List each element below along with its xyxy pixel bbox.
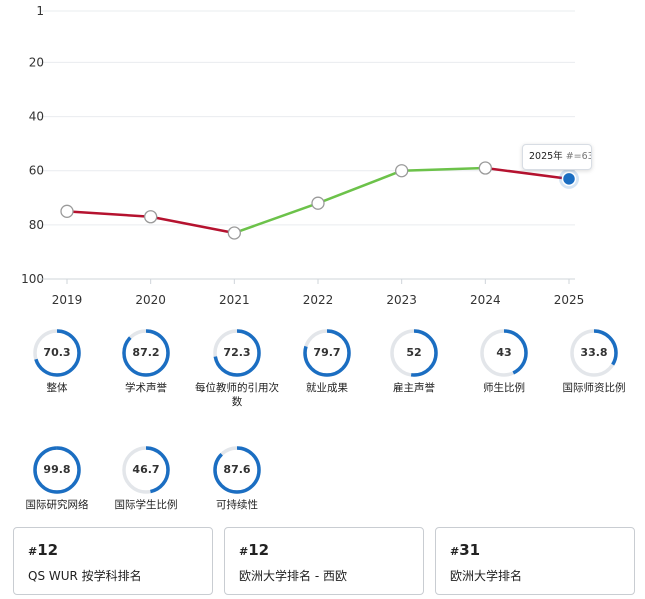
data-point: [478, 161, 492, 175]
data-point: [60, 204, 74, 218]
gauge-label: 就业成果: [306, 382, 348, 394]
gauge-label: 整体: [46, 382, 68, 394]
gauge-value: 33.8: [580, 346, 608, 359]
ranking-card-europe[interactable]: #31 欧洲大学排名: [435, 527, 635, 595]
x-tick-label: 2019: [52, 293, 83, 307]
metric-gauge: 70.3 整体: [12, 329, 102, 395]
gauge-value: 46.7: [132, 463, 160, 476]
metric-gauge: 87.6 可持续性: [192, 446, 282, 512]
gauge-value: 70.3: [43, 346, 71, 359]
rank-value: 12: [248, 541, 270, 559]
gauge-ring: 99.8: [33, 446, 81, 494]
series-segment: [149, 215, 236, 235]
metric-gauge: 79.7 就业成果: [282, 329, 372, 395]
rank-hash: #: [28, 545, 38, 558]
gauge-ring: 52: [390, 329, 438, 377]
gauge-value: 87.2: [132, 346, 160, 359]
gauge-label: 国际学生比例: [114, 499, 178, 511]
data-point: [227, 226, 241, 240]
y-tick-label: 1: [36, 4, 44, 18]
metric-gauge: 52 雇主声誉: [369, 329, 459, 395]
x-tick-label: 2024: [470, 293, 501, 307]
gauge-label: 国际研究网络: [25, 499, 89, 511]
tooltip-year: 2025年: [529, 151, 563, 162]
y-tick-label: 100: [21, 272, 44, 286]
y-tick-label: 20: [29, 55, 44, 69]
gauge-ring: 87.6: [213, 446, 261, 494]
rank-value: 31: [459, 541, 481, 559]
rank-hash: #: [450, 545, 460, 558]
data-point: [395, 164, 409, 178]
metric-gauge: 43 师生比例: [459, 329, 549, 395]
chart-tooltip: 2025年 #=63: [522, 144, 592, 170]
y-tick-label: 60: [29, 164, 44, 178]
series-segment: [316, 169, 403, 205]
tooltip-rank: #=63: [565, 151, 592, 162]
gauge-ring: 33.8: [570, 329, 618, 377]
gauge-value: 99.8: [43, 463, 71, 476]
gauge-ring: 43: [480, 329, 528, 377]
gauge-value: 72.3: [223, 346, 251, 359]
ranking-name: 欧洲大学排名: [450, 569, 523, 583]
gauge-label: 可持续性: [216, 499, 258, 511]
ranking-card-subject[interactable]: #12 QS WUR 按学科排名: [13, 527, 213, 595]
metric-gauge: 87.2 学术声誉: [101, 329, 191, 395]
rank-history-chart: 1 20 40 60 80 100 2019 2020 2021 2022 2023 2024 2025: [21, 4, 585, 307]
gauge-ring: 72.3: [213, 329, 261, 377]
series-segment: [484, 166, 571, 181]
metric-gauge: 72.3 每位教师的引用次数: [192, 329, 282, 409]
data-point: [311, 196, 325, 210]
x-tick-label: 2025: [554, 293, 585, 307]
ranking-name: QS WUR 按学科排名: [28, 569, 142, 583]
metric-gauge: 33.8 国际师资比例: [549, 329, 639, 395]
gauge-label: 师生比例: [483, 382, 525, 394]
gauge-value: 79.7: [313, 346, 341, 359]
gauge-value: 43: [496, 346, 512, 359]
y-tick-label: 40: [29, 110, 44, 124]
gauge-ring: 87.2: [122, 329, 170, 377]
ranking-card-western-europe[interactable]: #12 欧洲大学排名 - 西欧: [224, 527, 424, 595]
gauge-value: 87.6: [223, 463, 251, 476]
gauge-ring: 79.7: [303, 329, 351, 377]
data-point-highlighted: [561, 171, 577, 187]
gauge-value: 52: [406, 346, 422, 359]
x-tick-label: 2021: [219, 293, 250, 307]
gauge-label: 国际师资比例: [562, 382, 626, 394]
x-tick-label: 2020: [135, 293, 166, 307]
gauge-ring: 70.3: [33, 329, 81, 377]
series-segment: [65, 210, 152, 218]
gauge-label: 雇主声誉: [393, 382, 435, 394]
series-segment: [233, 201, 320, 235]
x-tick-label: 2022: [303, 293, 334, 307]
gauge-label: 学术声誉: [125, 382, 167, 394]
ranking-name: 欧洲大学排名 - 西欧: [239, 569, 347, 583]
metric-gauge: 99.8 国际研究网络: [12, 446, 102, 512]
data-point: [144, 210, 158, 224]
x-tick-label: 2023: [386, 293, 417, 307]
rank-value: 12: [37, 541, 59, 559]
gauge-label: 每位教师的引用次数: [195, 382, 279, 408]
series-segment: [400, 166, 487, 172]
metric-gauge: 46.7 国际学生比例: [101, 446, 191, 512]
gauge-ring: 46.7: [122, 446, 170, 494]
rank-hash: #: [239, 545, 249, 558]
y-tick-label: 80: [29, 218, 44, 232]
